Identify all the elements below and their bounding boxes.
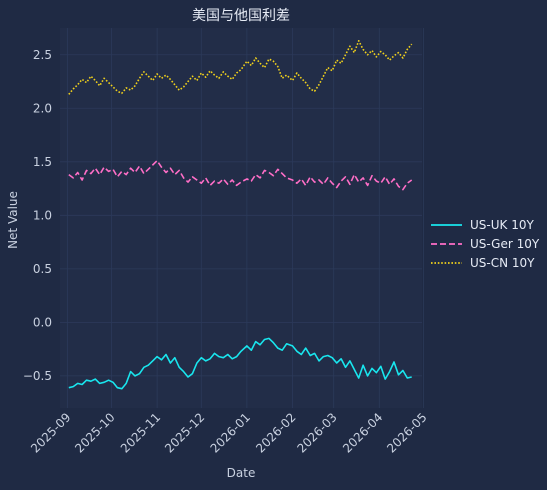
x-tick-label: 2025-09 <box>28 410 73 455</box>
x-tick-label: 2026-01 <box>208 410 253 455</box>
y-axis-label: Net Value <box>6 191 20 249</box>
x-tick-label: 2025-10 <box>72 410 117 455</box>
chart-title: 美国与他国利差 <box>192 8 290 24</box>
grid <box>60 28 424 408</box>
y-tick-label: −0.5 <box>23 369 52 383</box>
series-group <box>68 39 413 390</box>
y-axis: −0.5 0.0 0.5 1.0 1.5 2.0 2.5 <box>23 48 52 383</box>
y-tick-label: 2.0 <box>33 101 52 115</box>
x-tick-label: 2026-03 <box>294 410 339 455</box>
x-tick-label: 2026-02 <box>253 410 298 455</box>
y-tick-label: 2.5 <box>33 48 52 62</box>
x-tick-label: 2025-11 <box>118 410 163 455</box>
legend-label: US-UK 10Y <box>470 218 534 232</box>
y-tick-label: 0.0 <box>33 315 52 329</box>
x-tick-label: 2026-05 <box>384 410 429 455</box>
x-axis-label: Date <box>227 466 256 480</box>
y-tick-label: 1.0 <box>33 208 52 222</box>
series-line-3 <box>68 39 413 95</box>
y-tick-label: 1.5 <box>33 155 52 169</box>
y-tick-label: 0.5 <box>33 262 52 276</box>
series-line-1 <box>68 337 412 390</box>
legend-label: US-Ger 10Y <box>470 237 540 251</box>
legend: US-UK 10Y US-Ger 10Y US-CN 10Y <box>431 218 540 270</box>
x-tick-label: 2026-04 <box>340 410 385 455</box>
legend-label: US-CN 10Y <box>470 256 535 270</box>
plot-area <box>60 28 422 408</box>
x-tick-label: 2025-12 <box>162 410 207 455</box>
series-line-2 <box>68 159 413 191</box>
